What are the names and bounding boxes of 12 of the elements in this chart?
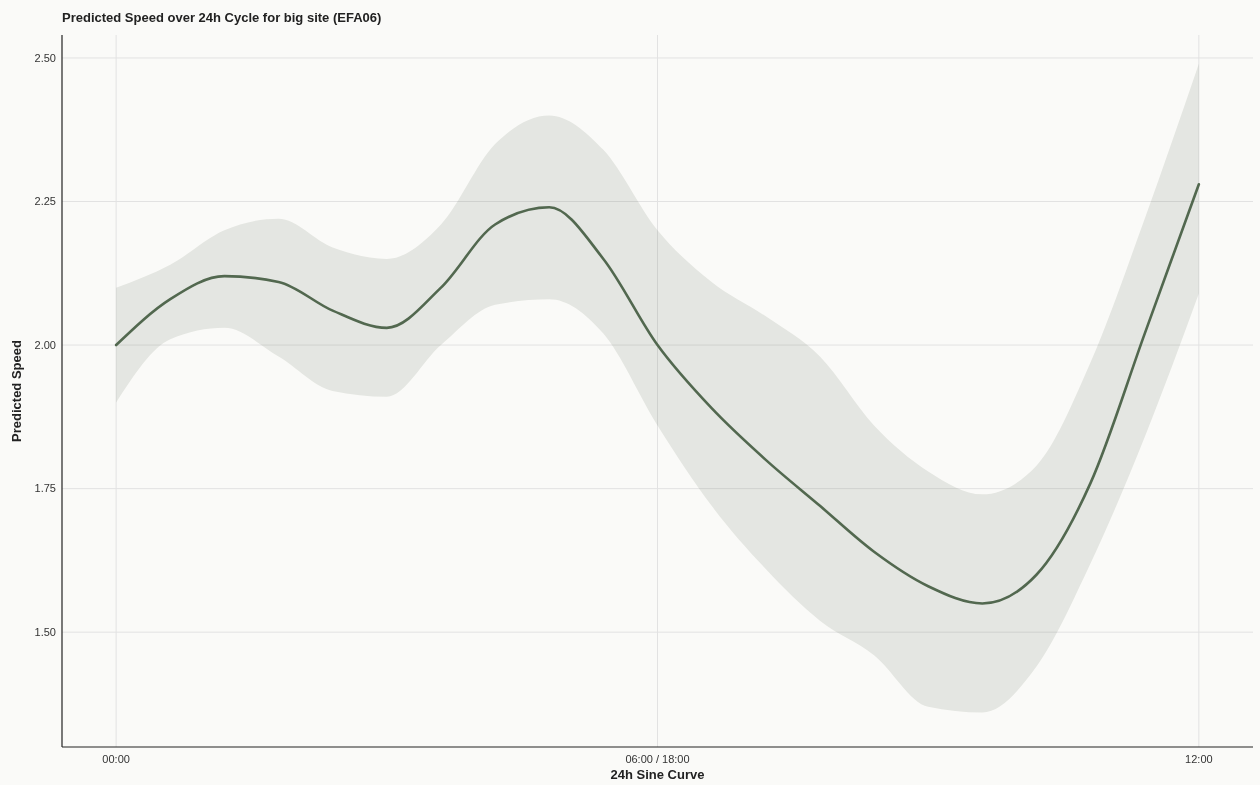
y-axis-title: Predicted Speed <box>9 340 24 442</box>
y-tick-label: 2.25 <box>34 195 56 208</box>
y-tick-label: 2.00 <box>34 338 56 351</box>
y-tick-label: 2.50 <box>34 51 56 64</box>
x-tick-label: 00:00 <box>102 753 130 765</box>
x-tick-label: 06:00 / 18:00 <box>625 753 690 765</box>
x-axis-title: 24h Sine Curve <box>610 767 705 782</box>
y-tick-label: 1.75 <box>34 482 56 495</box>
chart-title: Predicted Speed over 24h Cycle for big site (EFA06) <box>62 10 382 25</box>
line-series <box>114 182 1201 605</box>
x-tick-label: 12:00 <box>1185 753 1213 765</box>
y-tick-label: 1.50 <box>34 626 56 639</box>
